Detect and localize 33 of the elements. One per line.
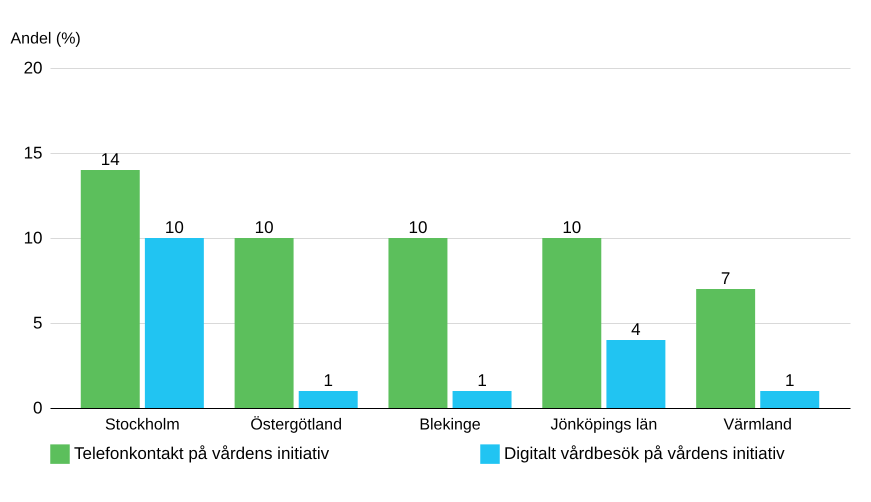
bar: [452, 391, 512, 408]
data-label: 7: [720, 269, 730, 288]
data-label: 10: [562, 218, 582, 237]
data-label: 14: [100, 150, 120, 169]
y-tick-label: 10: [24, 228, 42, 248]
x-tick-label: Jönköpings län: [550, 416, 658, 434]
bar: [606, 340, 666, 408]
y-tick-label: 20: [24, 58, 42, 78]
data-label: 1: [477, 371, 487, 390]
bar: [234, 238, 294, 408]
bar: [144, 238, 204, 408]
data-label: 1: [323, 371, 333, 390]
data-label: 10: [408, 218, 428, 237]
y-tick-label: 5: [33, 314, 42, 332]
bar: [388, 238, 448, 408]
x-tick-label: Östergötland: [250, 416, 342, 434]
bar: [298, 391, 358, 408]
legend-label: Telefonkontakt på vårdens initiativ: [74, 444, 330, 464]
x-tick-label: Stockholm: [104, 416, 180, 434]
bar: [696, 289, 756, 408]
bar: [760, 391, 820, 408]
x-tick-label: Blekinge: [419, 416, 481, 434]
data-label: 10: [164, 218, 184, 237]
legend-label: Digitalt vårdbesök på vårdens initiativ: [504, 444, 786, 464]
y-tick-label: 15: [24, 144, 42, 162]
bar: [80, 170, 140, 408]
data-label: 4: [631, 320, 641, 339]
y-axis-title: Andel (%): [10, 30, 81, 48]
bar: [542, 238, 602, 408]
data-label: 1: [785, 371, 794, 390]
data-label: 10: [254, 218, 274, 237]
y-tick-label: 0: [33, 398, 42, 418]
x-tick-label: Värmland: [723, 416, 792, 434]
